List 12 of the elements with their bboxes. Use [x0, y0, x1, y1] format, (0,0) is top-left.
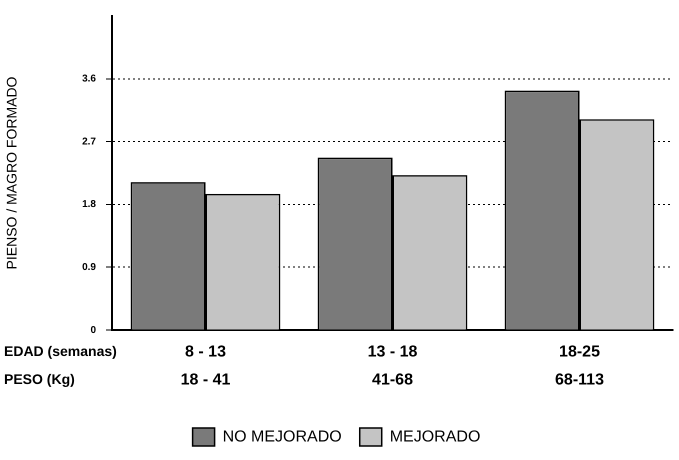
y-axis-title: PIENSO / MAGRO FORMADO [3, 76, 20, 270]
legend-label: NO MEJORADO [222, 428, 342, 446]
y-tick-label: 2.7 [82, 136, 96, 148]
x-tick-label: 18-25 68-113 [555, 343, 604, 388]
x-tick-label: 13 - 18 41-68 [368, 343, 418, 388]
y-tick-label: 1.8 [82, 199, 96, 210]
y-tick-label: 0.9 [82, 262, 96, 273]
y-tick-label: 3.6 [82, 74, 96, 85]
x-tick-label: 8 - 13 18 - 41 [180, 343, 231, 388]
x-axis-title: EDAD (semanas) PESO (Kg) [4, 342, 117, 387]
legend-label: MEJORADO [390, 428, 480, 446]
y-tick-label: 0 [90, 324, 96, 336]
